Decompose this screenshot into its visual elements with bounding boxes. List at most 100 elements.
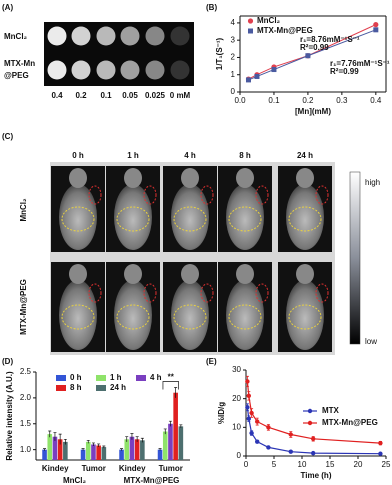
legend-swatch — [96, 375, 106, 381]
point — [245, 405, 250, 410]
phantom-tube — [120, 26, 140, 46]
bar — [96, 445, 101, 460]
y-tick-label: 1.0 — [20, 445, 32, 454]
roi-kidney — [116, 206, 150, 232]
point — [311, 436, 316, 441]
time-label: 1 h — [127, 151, 139, 160]
x-tick-label: Kindey — [42, 464, 69, 473]
point — [378, 451, 383, 456]
roi-kidney — [61, 304, 95, 330]
error-bar — [53, 432, 57, 441]
mouse-body — [226, 184, 264, 250]
roi-tumor — [88, 185, 102, 205]
bar — [134, 439, 140, 460]
point — [271, 67, 277, 73]
mouse-head — [124, 264, 142, 284]
annotation: r₁=8.76mM⁻¹S⁻¹ — [300, 35, 360, 44]
panel-label: (D) — [2, 357, 13, 366]
y-axis-title: %ID/g — [217, 402, 226, 424]
x-tick-label: 0.3 — [336, 96, 348, 105]
point — [378, 440, 383, 446]
phantom-tube — [96, 60, 116, 80]
error-bar — [130, 433, 134, 440]
annotation: r₁=7.76mM⁻¹S⁻¹ — [330, 59, 390, 68]
concentration-label: 0.4 — [51, 91, 63, 100]
mouse-head — [236, 264, 254, 284]
legend-label: MTX-Mn@PEG — [322, 418, 378, 427]
y-axis-title: Relative intensity (A.U.) — [5, 371, 14, 461]
roi-kidney — [61, 206, 95, 232]
concentration-label: 0.05 — [122, 91, 138, 100]
concentration-label: 0.2 — [75, 91, 87, 100]
roi-tumor — [200, 185, 214, 205]
y-tick-label: 0 — [237, 451, 242, 460]
bar — [168, 423, 173, 460]
x-tick-label: 10 — [298, 460, 307, 469]
x-axis-title: [Mn](mM) — [295, 107, 331, 116]
y-tick-label: 0 — [231, 87, 236, 96]
phantom-image — [44, 22, 194, 86]
x-axis-title: Time (h) — [301, 471, 332, 480]
legend-marker — [307, 420, 313, 426]
mouse-head — [181, 168, 199, 188]
series-line — [246, 381, 381, 444]
point — [305, 53, 311, 59]
roi-tumor — [255, 283, 269, 303]
roi-tumor — [88, 283, 102, 303]
mouse-head — [296, 264, 314, 284]
legend-marker — [307, 408, 313, 414]
point — [245, 77, 251, 83]
phantom-tube — [71, 60, 91, 80]
mouse-head — [236, 168, 254, 188]
bar — [124, 439, 130, 460]
phantom-tube — [170, 60, 190, 80]
bar — [140, 440, 145, 460]
bar — [85, 441, 91, 460]
x-tick-label: Tumor — [82, 464, 106, 473]
y-tick-label: 30 — [232, 365, 241, 374]
roi-kidney — [116, 304, 150, 330]
x-tick-label: 15 — [326, 460, 335, 469]
annotation: R²=0.99 — [330, 67, 359, 76]
bar — [52, 436, 58, 460]
legend-label: MTX — [322, 406, 340, 415]
bar — [47, 434, 53, 460]
mouse-body — [59, 184, 97, 250]
error-bar — [135, 436, 139, 442]
legend-label: 0 h — [70, 373, 82, 382]
mouse-head — [124, 168, 142, 188]
error-bar — [102, 445, 106, 449]
mouse-head — [296, 168, 314, 188]
concentration-label: 0 mM — [170, 91, 191, 100]
point — [246, 416, 251, 421]
colorbar — [349, 171, 361, 345]
error-bar — [63, 438, 67, 445]
phantom-tube — [71, 26, 91, 46]
error-bar — [48, 430, 52, 438]
point — [249, 410, 254, 416]
roi-tumor — [200, 283, 214, 303]
roi-kidney — [288, 206, 322, 232]
error-bar — [86, 439, 90, 444]
point — [311, 450, 316, 456]
mouse-body — [59, 280, 97, 350]
point — [254, 73, 260, 79]
legend-label: 24 h — [110, 383, 126, 392]
time-label: 4 h — [184, 151, 196, 160]
bar — [157, 449, 163, 460]
panel-label: (A) — [2, 3, 13, 12]
row-label: @PEG — [4, 71, 29, 80]
colorbar-label: low — [365, 337, 377, 346]
roi-kidney — [173, 304, 207, 330]
time-label: 0 h — [72, 151, 84, 160]
y-tick-label: 2 — [231, 53, 236, 62]
roi-kidney — [228, 304, 262, 330]
legend-label: 8 h — [70, 383, 82, 392]
row-label: MTX-Mn — [4, 59, 35, 68]
bar — [129, 436, 135, 460]
x-tick-label: 0.0 — [234, 96, 246, 105]
bar — [42, 449, 47, 460]
roi-kidney — [288, 304, 322, 330]
y-tick-label: 1.5 — [20, 419, 32, 428]
bar — [101, 447, 107, 460]
